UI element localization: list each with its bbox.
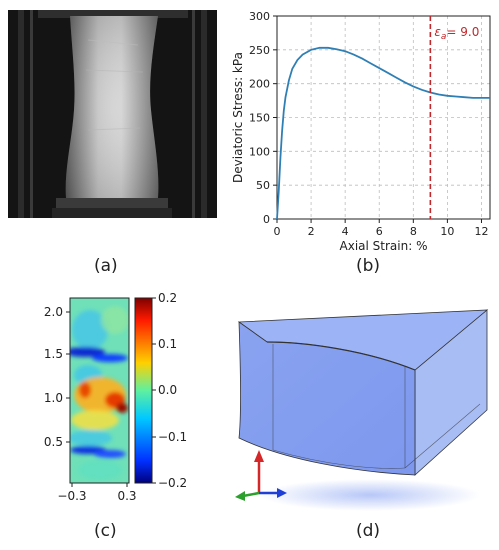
heatmap-y-ticks: 2.0 1.5 1.0 0.5 <box>44 305 70 449</box>
heatmap-svg: 2.0 1.5 1.0 0.5 −0.3 0.3 0.2 0.1 0.0 −0.… <box>44 291 187 503</box>
block-shadow <box>260 479 480 511</box>
stress-strain-svg: 0 2 4 6 8 10 12 0 50 100 150 200 250 300 Axial Strain:… <box>231 10 491 253</box>
heatmap-frame <box>69 297 130 484</box>
heatmap-xtick-label: 0.3 <box>117 489 136 503</box>
heatmap-ytick-label: 1.0 <box>44 391 63 405</box>
coordinate-triad-icon <box>235 450 287 501</box>
heatmap-field <box>70 298 129 483</box>
y-tick-label: 250 <box>249 44 270 57</box>
x-tick-label: 8 <box>410 225 417 238</box>
caption-d: (d) <box>356 521 381 541</box>
heatmap-ytick-label: 0.5 <box>44 435 63 449</box>
y-tick-label: 150 <box>249 112 270 125</box>
heatmap-x-ticks: −0.3 0.3 <box>57 483 137 503</box>
panel-c-strain-heatmap: 2.0 1.5 1.0 0.5 −0.3 0.3 0.2 0.1 0.0 −0.… <box>30 290 200 510</box>
colorbar-ticks: 0.2 0.1 0.0 −0.1 −0.2 <box>152 291 187 490</box>
strain-annotation: εa= 9.0 <box>434 25 479 42</box>
y-tick-label: 200 <box>249 78 270 91</box>
heatmap-xtick-label: −0.3 <box>57 489 86 503</box>
y-tick-label: 0 <box>263 213 270 226</box>
x-tick-label: 6 <box>376 225 383 238</box>
specimen-photo-image <box>8 10 217 218</box>
colorbar <box>134 297 153 484</box>
colorbar-tick-label: −0.2 <box>158 476 187 490</box>
panel-b-stress-strain-chart: 0 2 4 6 8 10 12 0 50 100 150 200 250 300 Axial Strain:… <box>231 4 496 254</box>
x-tick-label: 0 <box>274 225 281 238</box>
y-axis-label: Deviatoric Stress: kPa <box>232 52 245 183</box>
x-axis-label: Axial Strain: % <box>340 239 428 253</box>
colorbar-tick-label: 0.0 <box>158 383 177 397</box>
y-tick-label: 50 <box>256 179 270 192</box>
block-3d-svg <box>235 309 489 511</box>
colorbar-tick-label: 0.1 <box>158 337 177 351</box>
colorbar-tick-label: 0.2 <box>158 291 177 305</box>
caption-a: (a) <box>94 256 118 276</box>
caption-c: (c) <box>94 521 117 541</box>
heatmap-ytick-label: 1.5 <box>44 347 63 361</box>
colorbar-tick-label: −0.1 <box>158 430 187 444</box>
caption-b: (b) <box>356 256 381 276</box>
panel-d-3d-block <box>225 300 495 515</box>
panel-a-specimen-photo <box>8 10 217 218</box>
y-tick-label: 100 <box>249 145 270 158</box>
x-tick-label: 4 <box>342 225 349 238</box>
x-tick-label: 2 <box>308 225 315 238</box>
heatmap-ytick-label: 2.0 <box>44 305 63 319</box>
stress-curve-line <box>276 46 490 220</box>
x-tick-label: 12 <box>474 225 488 238</box>
y-tick-label: 300 <box>249 10 270 23</box>
x-tick-label: 10 <box>440 225 454 238</box>
